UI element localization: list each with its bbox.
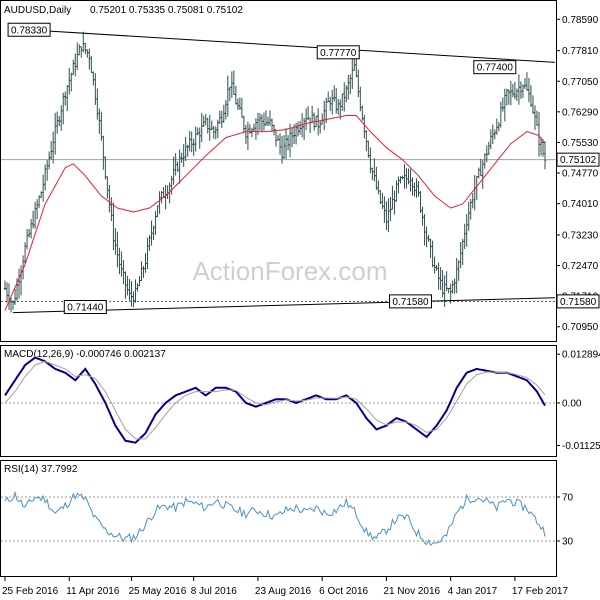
price-callout: 0.77770 [316,45,360,60]
moving-average-line [4,115,546,311]
x-tick-label: 25 May 2016 [128,586,186,597]
price-callout-text: 0.71440 [67,303,104,314]
price-y-tick-label: 0.74010 [562,199,599,210]
price-callout: 0.77400 [473,60,517,75]
macd-plot [1,356,556,444]
rsi-panel: RSI(14) 37.7992 70 30 [0,460,574,577]
price-callout: 0.71440 [63,300,107,315]
x-tick-label: 21 Nov 2016 [383,586,440,597]
x-tick-label: 4 Jan 2017 [448,586,498,597]
price-y-tick-label: 0.70950 [562,322,599,333]
macd-y-tick-label: 0.012894 [562,350,600,361]
price-callout-text: 0.77400 [477,63,514,74]
macd-y-tick-label: 0.00 [562,398,582,409]
price-callout: 0.71580 [389,294,433,309]
price-header-ohlc: 0.75201 0.75335 0.75081 0.75102 [90,5,243,16]
price-y-tick-label: 0.75530 [562,138,599,149]
rsi-y-axis: 70 30 [556,493,574,548]
ohlc-bar [543,141,547,170]
rsi-y-tick-label: 70 [562,493,574,504]
x-tick-label: 11 Apr 2016 [66,586,120,597]
macd-signal-line [4,360,546,440]
axis-price-tag: 0.71580 [556,294,600,309]
price-panel: ActionForex.com AUDUSD,Daily 0.75201 0.7… [0,0,600,342]
watermark: ActionForex.com [192,256,387,286]
macd-y-tick-label: -0.011253 [562,441,600,452]
rsi-panel-frame [0,460,557,577]
price-y-tick-label: 0.76290 [562,107,599,118]
axis-price-tag-text: 0.75102 [560,155,597,166]
price-callout-text: 0.78330 [11,25,48,36]
x-tick-label: 8 Jul 2016 [191,586,238,597]
x-axis: 25 Feb 2016 11 Apr 2016 25 May 2016 8 Jul 2… [2,577,568,597]
moving-average-group [4,115,546,311]
x-tick-label: 23 Aug 2016 [255,586,312,597]
x-tick-label: 25 Feb 2016 [2,586,59,597]
x-tick-label: 17 Feb 2017 [512,586,569,597]
price-y-tick-label: 0.72470 [562,261,599,272]
price-y-tick-label: 0.77810 [562,46,599,57]
axis-price-tag: 0.75102 [556,152,600,167]
rsi-plot [1,490,556,547]
price-label-group: 0.78330 0.77770 0.77400 0.71440 0.71580 [7,22,517,315]
price-y-tick-label: 0.77050 [562,77,599,88]
rsi-y-tick-label: 30 [562,537,574,548]
trendline [15,28,556,63]
price-bars [3,31,547,313]
macd-title: MACD(12,26,9) -0.000746 0.002137 [4,349,166,360]
price-callout: 0.78330 [7,22,51,37]
price-y-tick-label: 0.73230 [562,230,599,241]
macd-panel: MACD(12,26,9) -0.000746 0.002137 0.01289… [0,345,600,457]
macd-line [4,356,546,444]
price-y-tick-label: 0.78590 [562,15,599,26]
price-callout-text: 0.77770 [320,48,357,59]
price-y-tick-label: 0.74770 [562,169,599,180]
rsi-title: RSI(14) 37.7992 [4,464,78,475]
axis-price-tag-text: 0.71580 [560,297,597,308]
price-callout-text: 0.71580 [392,297,429,308]
x-tick-label: 6 Oct 2016 [319,586,368,597]
macd-y-axis: 0.012894 0.00 -0.011253 [556,350,600,452]
price-panel-frame [0,0,557,342]
macd-panel-frame [0,345,557,457]
price-y-axis: 0.78590 0.77810 0.77050 0.76290 0.75530 0.747… [556,15,600,333]
price-header-symbol: AUDUSD,Daily [4,5,71,16]
rsi-line [4,490,546,547]
